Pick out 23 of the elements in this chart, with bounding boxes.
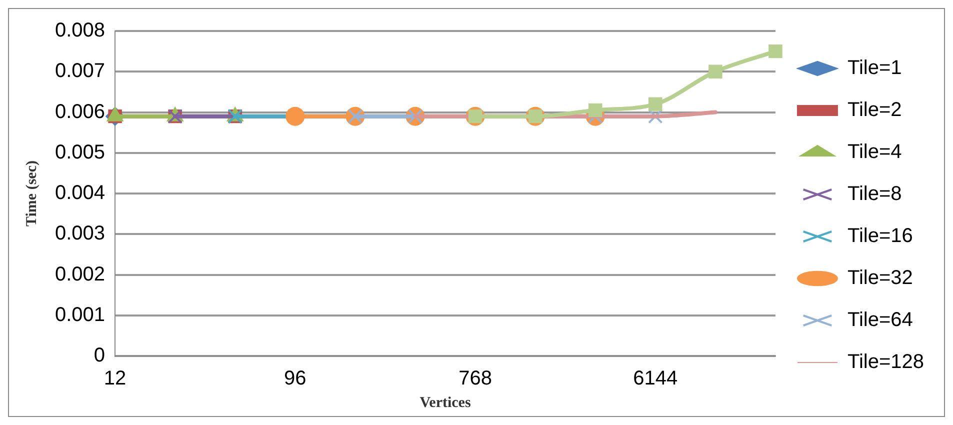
x-tick-label: 96	[284, 368, 306, 390]
x-tick-label: 768	[458, 368, 492, 390]
x-tick-label: 6144	[633, 368, 678, 390]
legend-label: Tile=4	[847, 141, 902, 164]
y-axis-title: Time (sec)	[24, 160, 40, 226]
legend-label: Tile=16	[847, 225, 913, 248]
y-tick-label: 0.007	[54, 60, 106, 82]
y-tick-label: 0.006	[54, 100, 106, 123]
legend-label: Tile=128	[847, 351, 924, 374]
y-tick-label: 0.002	[54, 263, 106, 286]
legend-label: Tile=1	[847, 57, 902, 80]
legend-label: Tile=64	[847, 309, 913, 332]
y-tick-label: 0.003	[54, 222, 106, 245]
y-tick-label: 0.001	[54, 304, 106, 326]
y-tick-label: 0	[94, 344, 106, 367]
legend-label: Tile=8	[847, 183, 902, 206]
legend-label: Tile=2	[847, 99, 902, 122]
y-tick-label: 0.005	[54, 141, 106, 164]
x-axis-title: Vertices	[420, 394, 471, 411]
legend-label: Tile=32	[847, 267, 913, 290]
x-tick-label: 12	[104, 368, 126, 390]
y-tick-label: 0.008	[54, 20, 106, 42]
y-tick-label: 0.004	[54, 182, 106, 204]
